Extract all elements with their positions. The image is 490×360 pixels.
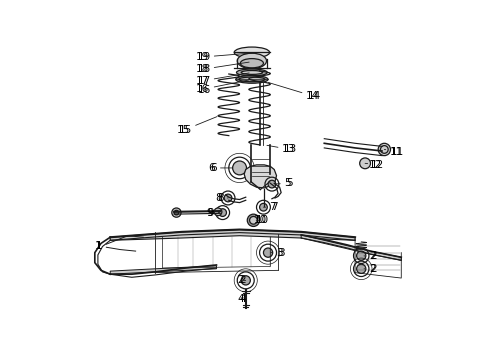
Text: 8: 8 (215, 193, 228, 203)
Text: 7: 7 (270, 202, 276, 212)
Text: 3: 3 (271, 248, 285, 258)
Text: 8: 8 (217, 193, 223, 203)
Text: 12: 12 (369, 160, 382, 170)
Text: 4: 4 (238, 294, 245, 304)
Ellipse shape (234, 47, 270, 58)
Circle shape (214, 208, 222, 216)
Circle shape (378, 143, 391, 156)
Circle shape (268, 180, 276, 188)
Circle shape (172, 208, 181, 217)
Circle shape (174, 210, 179, 215)
Polygon shape (110, 230, 355, 240)
Polygon shape (301, 235, 401, 260)
Text: 15: 15 (178, 125, 192, 135)
Text: 15: 15 (177, 117, 217, 135)
Circle shape (357, 251, 366, 260)
Circle shape (264, 248, 273, 257)
Text: 1: 1 (96, 242, 102, 252)
Text: 16: 16 (196, 80, 249, 94)
Text: 17: 17 (198, 76, 211, 86)
Text: 1: 1 (95, 242, 101, 252)
Text: 2: 2 (369, 252, 375, 261)
Circle shape (249, 216, 257, 224)
Text: 2: 2 (364, 252, 377, 261)
Text: 4: 4 (239, 294, 245, 304)
Ellipse shape (241, 71, 263, 75)
Text: 12: 12 (365, 160, 384, 170)
Text: 14: 14 (269, 82, 320, 101)
Text: 11: 11 (390, 147, 403, 157)
Text: 10: 10 (256, 215, 269, 225)
Ellipse shape (239, 77, 265, 82)
Text: 18: 18 (198, 64, 211, 75)
Circle shape (233, 161, 246, 175)
Text: 17: 17 (196, 73, 249, 86)
Text: 19: 19 (196, 52, 256, 62)
Circle shape (360, 158, 370, 169)
Ellipse shape (237, 69, 268, 76)
Text: 14: 14 (306, 91, 319, 101)
Text: 2: 2 (238, 275, 245, 285)
Polygon shape (110, 266, 217, 274)
Text: 6: 6 (210, 163, 217, 173)
Text: 7: 7 (264, 202, 278, 212)
Circle shape (241, 276, 250, 285)
Ellipse shape (237, 53, 267, 69)
Text: 19: 19 (198, 52, 211, 62)
Text: 5: 5 (284, 178, 291, 188)
Polygon shape (244, 165, 276, 188)
Text: 2: 2 (369, 264, 375, 274)
Circle shape (219, 209, 226, 216)
Text: 6: 6 (208, 163, 232, 173)
Circle shape (247, 214, 260, 226)
Text: 16: 16 (198, 85, 211, 95)
Text: 5: 5 (275, 178, 293, 188)
Circle shape (260, 203, 268, 211)
Text: 9: 9 (206, 208, 220, 217)
Text: 9: 9 (208, 208, 214, 217)
Text: 10: 10 (254, 215, 268, 225)
Text: 3: 3 (276, 248, 283, 258)
Circle shape (357, 264, 366, 274)
Ellipse shape (236, 76, 268, 83)
Text: 2: 2 (364, 264, 377, 274)
Text: 13: 13 (267, 144, 297, 154)
Circle shape (224, 194, 232, 202)
Text: 18: 18 (196, 62, 249, 75)
Text: 11: 11 (384, 147, 405, 157)
Text: 13: 13 (282, 144, 295, 154)
Text: 2: 2 (239, 275, 245, 285)
Ellipse shape (240, 59, 264, 68)
